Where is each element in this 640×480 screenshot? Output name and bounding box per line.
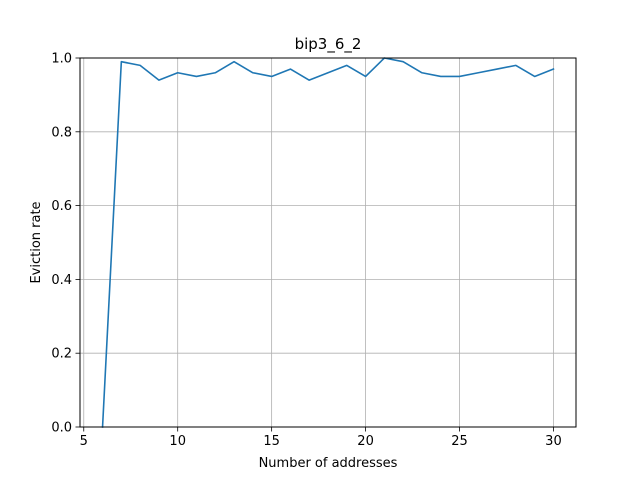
chart-title: bip3_6_2 bbox=[295, 35, 362, 54]
x-tick-label: 15 bbox=[263, 434, 280, 449]
x-tick-label: 25 bbox=[451, 434, 468, 449]
axis-ticks: 5 10 15 20 25 30 0.0 0.2 0.4 0.6 0.8 1.0 bbox=[51, 52, 561, 450]
y-tick-label: 1.0 bbox=[51, 52, 72, 67]
x-tick-label: 20 bbox=[357, 434, 374, 449]
y-axis-label: Eviction rate bbox=[29, 201, 44, 283]
y-tick-label: 0.4 bbox=[51, 273, 72, 288]
plot-area-frame bbox=[79, 57, 577, 428]
data-series bbox=[101, 57, 555, 428]
x-tick-label: 5 bbox=[80, 434, 88, 449]
grid-lines bbox=[80, 57, 576, 428]
y-tick-label: 0.0 bbox=[51, 421, 72, 436]
x-axis-label: Number of addresses bbox=[259, 456, 398, 471]
x-tick-label: 30 bbox=[545, 434, 562, 449]
x-tick-label: 10 bbox=[169, 434, 186, 449]
y-tick-label: 0.2 bbox=[51, 347, 72, 362]
y-tick-label: 0.6 bbox=[51, 199, 72, 214]
series-line bbox=[101, 57, 555, 428]
y-tick-label: 0.8 bbox=[51, 125, 72, 140]
